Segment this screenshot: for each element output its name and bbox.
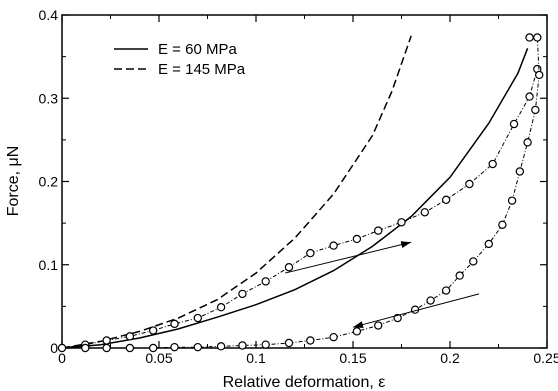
data-point	[57, 343, 67, 353]
arrow-shaft	[352, 293, 480, 328]
annotations	[284, 241, 480, 329]
series-line-1	[61, 48, 529, 349]
data-point	[193, 342, 202, 352]
x-tick-label: 0.1	[246, 350, 266, 366]
arrow-head	[353, 321, 364, 329]
series-group	[57, 33, 544, 353]
legend-label: E = 145 MPa	[158, 61, 246, 78]
data-point	[469, 257, 478, 266]
data-point	[509, 119, 519, 129]
x-tick-label: 0.05	[145, 350, 172, 366]
data-point	[102, 336, 111, 345]
data-point	[507, 196, 517, 205]
data-point	[306, 336, 315, 345]
data-point	[329, 241, 338, 250]
data-point	[441, 286, 451, 295]
data-point	[533, 33, 542, 42]
data-point	[426, 296, 435, 305]
x-axis-title: Relative deformation, ε	[223, 374, 386, 391]
arrow-head	[400, 241, 412, 249]
data-point	[525, 92, 534, 101]
y-axis-title: Force, μN	[5, 146, 22, 217]
data-point	[498, 220, 507, 229]
series-line-3	[61, 68, 538, 349]
legend-label: E = 60 MPa	[158, 41, 237, 58]
x-tick-label: 0.15	[339, 350, 366, 366]
data-point	[170, 342, 179, 352]
legend: E = 60 MPa E = 145 MPa	[114, 41, 246, 78]
data-point	[329, 332, 338, 342]
data-point	[193, 313, 202, 323]
data-point	[455, 271, 464, 280]
data-point	[238, 341, 247, 350]
data-point	[465, 179, 474, 189]
data-point	[525, 33, 534, 42]
data-point	[284, 263, 294, 272]
data-point	[352, 234, 362, 244]
data-point	[535, 70, 544, 80]
data-point	[306, 248, 315, 258]
y-tick-label: 0.2	[39, 174, 59, 190]
data-point	[125, 343, 135, 353]
series-line-2	[61, 35, 412, 349]
y-tick-label: 0	[50, 340, 58, 356]
data-point	[397, 218, 406, 227]
data-point	[261, 340, 270, 349]
data-point	[81, 343, 90, 353]
data-point	[261, 277, 270, 286]
data-point	[374, 321, 383, 330]
series-line-4	[85, 37, 540, 349]
ticks: 0 0.05 0.1 0.15 0.2 0.25 0 0.1 0.2 0.3 0.4	[39, 7, 558, 366]
x-tick-label: 0	[58, 350, 66, 366]
data-point	[523, 138, 532, 147]
y-tick-label: 0.1	[39, 257, 59, 273]
data-point	[531, 105, 540, 115]
data-point	[484, 239, 493, 249]
data-point	[216, 303, 226, 312]
data-point	[441, 195, 451, 205]
x-tick-label: 0.25	[533, 350, 558, 366]
data-point	[170, 319, 179, 329]
y-tick-label: 0.3	[39, 90, 59, 106]
data-point	[515, 167, 525, 176]
data-point	[102, 343, 111, 353]
x-tick-label: 0.2	[440, 350, 460, 366]
data-point	[148, 326, 158, 335]
data-point	[125, 332, 135, 341]
data-point	[284, 338, 294, 348]
data-point	[374, 226, 383, 235]
data-point	[488, 159, 497, 169]
plot-frame	[61, 14, 548, 349]
y-tick-label: 0.4	[39, 7, 59, 23]
data-point	[420, 208, 429, 217]
data-point	[352, 327, 362, 336]
arrow-shaft	[284, 241, 412, 274]
data-point	[148, 343, 158, 353]
data-point	[216, 342, 226, 351]
data-point	[238, 289, 247, 299]
